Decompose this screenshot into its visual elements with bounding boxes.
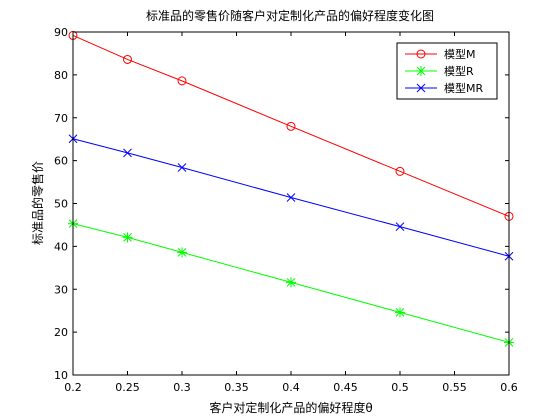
x-tick-label: 0.3 <box>173 381 191 394</box>
data-point <box>177 163 187 172</box>
series-line-1 <box>72 223 510 343</box>
y-tick-label: 60 <box>54 155 68 168</box>
data-point <box>395 166 405 176</box>
y-tick-label: 90 <box>54 26 68 39</box>
y-tick-label: 20 <box>54 326 68 339</box>
data-point <box>395 222 405 232</box>
y-tick-label: 80 <box>54 69 68 82</box>
data-point <box>286 277 296 288</box>
ticks: 0.2 0.25 0.3 0.35 0.4 0.45 0.5 0.55 0.6 10 20 30 40 5… <box>54 26 518 394</box>
data-point <box>177 247 187 258</box>
chart-title: 标准品的零售价随客户对定制化产品的偏好程度变化图 <box>146 8 434 23</box>
legend-label: 模型M <box>444 47 476 61</box>
legend-marker <box>416 66 426 76</box>
x-tick-label: 0.45 <box>333 381 358 394</box>
data-point <box>122 232 133 243</box>
data-point <box>395 307 405 318</box>
y-tick-label: 40 <box>54 240 68 253</box>
plot-frame <box>72 31 510 376</box>
series-line-2 <box>72 138 510 257</box>
y-tick-label: 10 <box>54 369 68 382</box>
x-tick-label: 0.2 <box>64 381 82 394</box>
y-tick-label: 30 <box>54 283 68 296</box>
y-axis-label: 标准品的零售价 <box>30 161 45 245</box>
series <box>68 30 514 348</box>
data-point <box>286 193 296 202</box>
data-point <box>123 54 132 64</box>
legend-label: 模型R <box>444 64 474 78</box>
x-tick-label: 0.6 <box>500 381 518 394</box>
x-axis-label: 客户对定制化产品的偏好程度θ <box>209 400 372 415</box>
y-tick-label: 70 <box>54 112 68 125</box>
data-point <box>123 148 132 158</box>
data-point <box>286 121 296 131</box>
data-point <box>177 76 187 86</box>
legend-marker <box>416 83 426 93</box>
series-line-0 <box>72 34 510 217</box>
legend-label: 模型MR <box>444 81 483 95</box>
x-tick-label: 0.55 <box>442 381 467 394</box>
x-tick-label: 0.5 <box>391 381 409 394</box>
x-tick-label: 0.4 <box>282 381 300 394</box>
legend-marker <box>416 49 426 59</box>
x-tick-label: 0.35 <box>224 381 249 394</box>
y-tick-label: 50 <box>54 198 68 211</box>
x-tick-label: 0.25 <box>115 381 140 394</box>
legend: 模型M 模型R 模型MR <box>396 42 498 100</box>
